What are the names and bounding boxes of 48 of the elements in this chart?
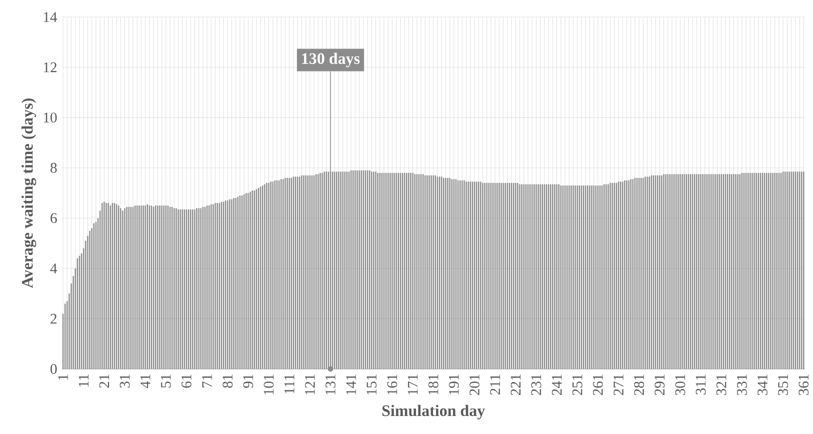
x-tick-label: 91 [243,374,254,388]
x-tick-label: 341 [758,374,768,395]
x-tick-label: 231 [531,374,542,396]
y-tick-label: 14 [44,12,58,22]
x-tick-label: 181 [428,374,438,394]
x-tick-label: 21 [99,374,110,388]
x-tick-label: 241 [552,374,562,396]
x-tick-label: 221 [510,374,520,396]
x-tick-label: 311 [696,374,706,394]
x-tick-label: 211 [490,374,500,395]
x-tick-label: 351 [778,374,788,395]
x-tick-label: 331 [737,374,747,395]
x-tick-label: 61 [182,374,192,388]
x-tick-label: 161 [387,374,398,394]
x-tick-label: 71 [202,374,212,388]
y-tick-label: 6 [50,213,57,224]
x-tick-label: 171 [408,374,418,394]
x-tick-label: 321 [716,374,726,395]
x-tick-label: 141 [346,374,356,394]
x-axis-title: Simulation day [382,404,485,420]
x-tick-label: 51 [160,374,171,388]
x-tick-label: 111 [284,374,294,394]
x-tick-label: 11 [78,374,88,387]
x-tick-label: 301 [675,374,686,395]
y-tick-label: 8 [50,162,57,173]
x-tick-label: 281 [634,374,644,396]
x-tick-label: 131 [326,374,336,394]
y-axis-title: Average waiting time (days) [22,98,36,288]
y-tick-label: 2 [50,314,56,324]
x-tick-label: 271 [614,374,624,396]
x-tick-label: 41 [140,374,150,388]
x-tick-label: 201 [470,374,480,396]
x-tick-label: 31 [120,374,130,388]
y-tick-label: 4 [50,264,58,274]
x-tick-label: 101 [264,374,274,394]
x-tick-label: 151 [366,374,377,394]
x-tick-label: 261 [593,374,603,396]
x-tick-label: 291 [654,374,665,396]
x-tick-label: 361 [798,374,809,395]
x-tick-label: 251 [572,374,582,396]
x-tick-label: 81 [222,374,233,388]
y-tick-label: 10 [44,112,57,123]
annotation: 130 days [302,52,360,68]
y-tick-label: 12 [44,62,56,72]
x-tick-label: 121 [305,374,315,394]
y-tick-label: 0 [50,364,57,374]
x-tick-label: 1 [58,374,68,380]
x-tick-label: 191 [448,374,459,394]
